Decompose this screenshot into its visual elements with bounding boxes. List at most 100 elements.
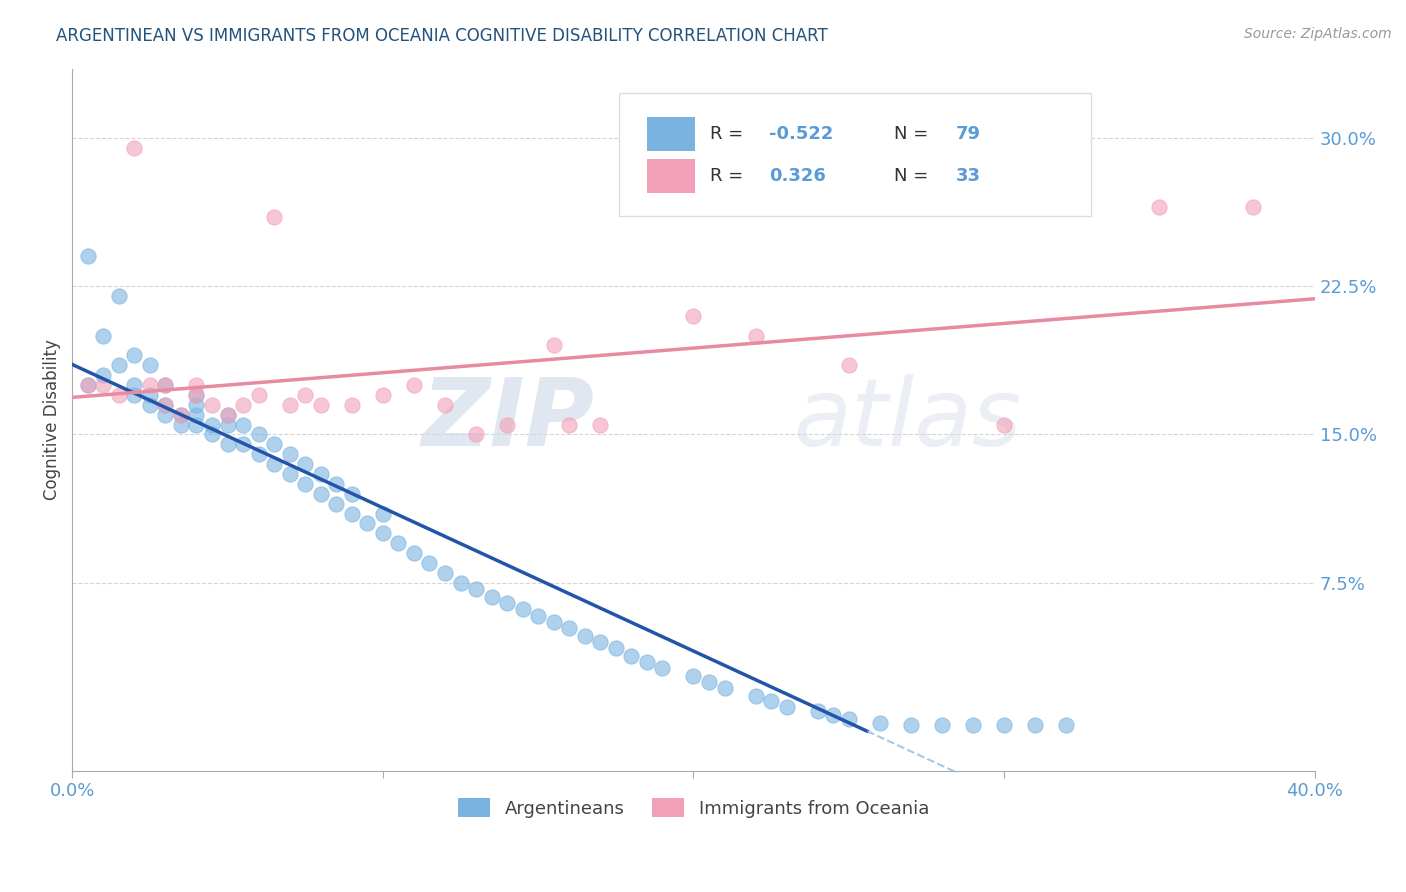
- Point: [139, 388, 162, 402]
- Point: [278, 467, 301, 481]
- Point: [155, 378, 177, 392]
- Point: [139, 398, 162, 412]
- FancyBboxPatch shape: [619, 93, 1091, 216]
- Point: [217, 417, 239, 432]
- Point: [1241, 200, 1264, 214]
- Text: ZIP: ZIP: [422, 374, 595, 466]
- Point: [91, 328, 114, 343]
- Point: [108, 289, 131, 303]
- Point: [823, 708, 845, 723]
- Point: [433, 398, 456, 412]
- Point: [232, 417, 254, 432]
- Point: [186, 388, 208, 402]
- Point: [1024, 718, 1046, 732]
- Point: [775, 700, 797, 714]
- Point: [744, 689, 766, 703]
- FancyBboxPatch shape: [648, 117, 695, 151]
- Point: [481, 590, 503, 604]
- Point: [371, 388, 394, 402]
- Point: [201, 417, 224, 432]
- Point: [232, 398, 254, 412]
- Point: [247, 447, 270, 461]
- Point: [574, 629, 596, 643]
- Point: [186, 417, 208, 432]
- Point: [247, 427, 270, 442]
- Point: [217, 408, 239, 422]
- Point: [155, 398, 177, 412]
- Point: [263, 437, 285, 451]
- Text: 33: 33: [956, 167, 980, 185]
- Point: [278, 447, 301, 461]
- Point: [496, 417, 519, 432]
- Point: [76, 378, 98, 392]
- Point: [91, 378, 114, 392]
- Point: [807, 704, 830, 718]
- Point: [155, 378, 177, 392]
- Point: [1054, 718, 1077, 732]
- Point: [558, 417, 581, 432]
- Point: [201, 398, 224, 412]
- Point: [620, 648, 643, 663]
- Point: [682, 669, 704, 683]
- Y-axis label: Cognitive Disability: Cognitive Disability: [44, 339, 60, 500]
- Point: [155, 398, 177, 412]
- Point: [962, 718, 984, 732]
- Point: [589, 417, 612, 432]
- Point: [402, 546, 425, 560]
- Text: 79: 79: [956, 125, 980, 143]
- Point: [371, 526, 394, 541]
- Point: [294, 388, 316, 402]
- Point: [636, 655, 658, 669]
- Point: [993, 417, 1015, 432]
- Point: [759, 694, 782, 708]
- Point: [325, 476, 347, 491]
- Point: [433, 566, 456, 580]
- Text: -0.522: -0.522: [769, 125, 834, 143]
- Point: [651, 661, 673, 675]
- Point: [186, 398, 208, 412]
- Point: [371, 507, 394, 521]
- Point: [278, 398, 301, 412]
- Text: R =: R =: [710, 167, 755, 185]
- Point: [155, 408, 177, 422]
- Point: [543, 338, 565, 352]
- Point: [247, 388, 270, 402]
- Point: [217, 437, 239, 451]
- Text: 0.326: 0.326: [769, 167, 827, 185]
- Point: [294, 476, 316, 491]
- Point: [124, 378, 146, 392]
- Point: [263, 210, 285, 224]
- Point: [108, 358, 131, 372]
- Point: [294, 457, 316, 471]
- Point: [450, 575, 472, 590]
- Point: [512, 601, 534, 615]
- Point: [340, 398, 363, 412]
- Point: [186, 408, 208, 422]
- Text: R =: R =: [710, 125, 748, 143]
- Point: [838, 712, 860, 726]
- Point: [744, 328, 766, 343]
- Point: [605, 641, 627, 656]
- Point: [1149, 200, 1171, 214]
- Point: [543, 615, 565, 630]
- Text: atlas: atlas: [793, 374, 1021, 465]
- Point: [900, 718, 922, 732]
- Point: [170, 408, 193, 422]
- Point: [589, 635, 612, 649]
- Point: [402, 378, 425, 392]
- Point: [558, 621, 581, 635]
- Point: [139, 358, 162, 372]
- Point: [309, 467, 332, 481]
- Point: [309, 398, 332, 412]
- Point: [186, 388, 208, 402]
- Point: [201, 427, 224, 442]
- Point: [170, 408, 193, 422]
- Point: [139, 378, 162, 392]
- Text: Source: ZipAtlas.com: Source: ZipAtlas.com: [1244, 27, 1392, 41]
- Point: [325, 497, 347, 511]
- Point: [232, 437, 254, 451]
- Point: [496, 596, 519, 610]
- Point: [931, 718, 953, 732]
- Point: [124, 141, 146, 155]
- Point: [263, 457, 285, 471]
